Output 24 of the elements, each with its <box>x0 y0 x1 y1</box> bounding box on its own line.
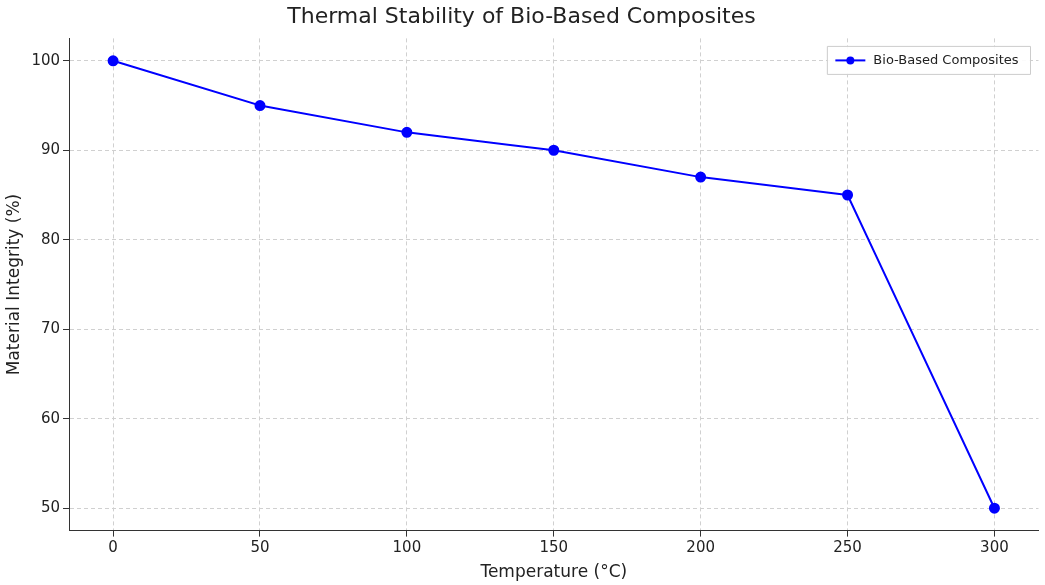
y-tick-label: 100 <box>31 50 61 69</box>
point <box>695 171 707 183</box>
legend-label: Bio-Based Composites <box>873 51 1019 67</box>
x-tick-label: 50 <box>250 538 270 557</box>
y-tick-label: 70 <box>40 319 61 338</box>
point <box>988 502 1000 514</box>
y-tick-label: 80 <box>40 229 61 248</box>
x-tick-label: 300 <box>980 538 1009 557</box>
x-tick-label: 150 <box>539 538 569 557</box>
chart-title: Thermal Stability of Bio-Based Composites <box>286 2 756 28</box>
y-tick-label: 50 <box>40 498 61 517</box>
point <box>254 100 266 112</box>
point <box>842 189 854 201</box>
x-tick-label: 0 <box>108 538 118 557</box>
point <box>548 144 560 156</box>
point <box>107 55 119 67</box>
x-tick-label: 100 <box>392 538 422 557</box>
y-tick-label: 60 <box>40 408 61 427</box>
y-axis-title: Material Integrity (%) <box>2 193 23 376</box>
x-tick-label: 250 <box>833 538 862 557</box>
x-axis-title: Temperature (°C) <box>479 561 628 582</box>
y-tick-label: 90 <box>40 140 61 159</box>
point <box>401 126 413 138</box>
x-tick-label: 200 <box>686 538 715 557</box>
